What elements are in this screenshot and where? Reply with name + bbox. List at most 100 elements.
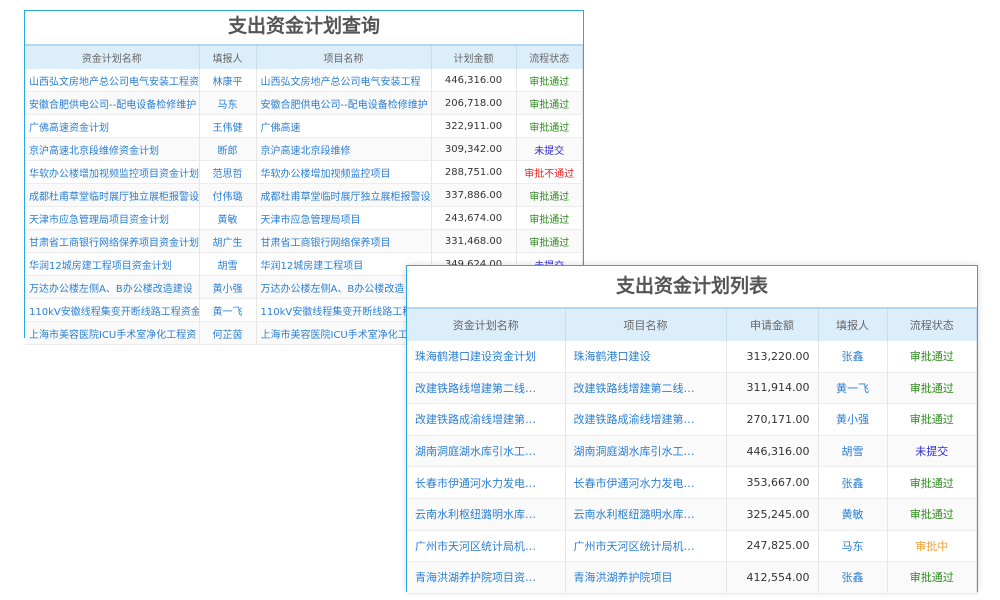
- list-table: 资金计划名称 项目名称 申请金额 填报人 流程状态 珠海鹤港口建设资金计划 珠海鹤港口建设…: [407, 307, 977, 594]
- plan-name-link[interactable]: 京沪高速北京段维修资金计划: [25, 137, 200, 161]
- reporter: 何芷茵: [199, 321, 257, 345]
- reporter: 王伟健: [199, 114, 257, 138]
- plan-name-link[interactable]: 广州市天河区统计局机…: [407, 530, 566, 563]
- status-badge: 审批通过: [516, 91, 583, 115]
- column-header[interactable]: 流程状态: [887, 307, 977, 341]
- plan-amount: 331,468.00: [431, 229, 517, 253]
- project-name-link[interactable]: 华润12城房建工程项目: [256, 252, 432, 276]
- column-header[interactable]: 填报人: [199, 44, 257, 69]
- plan-amount: 206,718.00: [431, 91, 517, 115]
- reporter: 黄小强: [199, 275, 257, 299]
- query-panel-title: 支出资金计划查询: [227, 15, 380, 37]
- project-name-link[interactable]: 上海市美容医院ICU手术室净化工程: [256, 321, 432, 345]
- project-name-link[interactable]: 京沪高速北京段维修: [256, 137, 432, 161]
- plan-name-link[interactable]: 上海市美容医院ICU手术室净化工程资: [25, 321, 200, 345]
- apply-amount: 270,171.00: [726, 403, 819, 436]
- plan-name-link[interactable]: 甘肃省工商银行网络保养项目资金计划: [25, 229, 200, 253]
- table-row[interactable]: 天津市应急管理局项目资金计划 黄敏 天津市应急管理局项目 243,674.00 审批通过: [25, 206, 583, 230]
- plan-name-link[interactable]: 天津市应急管理局项目资金计划: [25, 206, 200, 230]
- reporter: 张鑫: [818, 466, 888, 499]
- reporter: 黄小强: [818, 403, 888, 436]
- table-row[interactable]: 广佛高速资金计划 王伟健 广佛高速 322,911.00 审批通过: [25, 114, 583, 138]
- plan-name-link[interactable]: 湖南洞庭湖水库引水工…: [407, 435, 566, 468]
- plan-name-link[interactable]: 华软办公楼增加视频监控项目资金计划: [25, 160, 200, 184]
- column-header[interactable]: 申请金额: [726, 307, 819, 341]
- project-name-link[interactable]: 华软办公楼增加视频监控项目: [256, 160, 432, 184]
- project-name-link[interactable]: 天津市应急管理局项目: [256, 206, 432, 230]
- project-name-link[interactable]: 改建铁路线增建第二线…: [565, 372, 727, 405]
- status-badge: 审批通过: [516, 183, 583, 207]
- plan-name-link[interactable]: 长春市伊通河水力发电…: [407, 466, 566, 499]
- project-name-link[interactable]: 安徽合肥供电公司--配电设备检修维护: [256, 91, 432, 115]
- status-badge: 审批通过: [887, 561, 977, 594]
- project-name-link[interactable]: 甘肃省工商银行网络保养项目: [256, 229, 432, 253]
- status-badge: 审批中: [887, 530, 977, 563]
- table-row[interactable]: 广州市天河区统计局机… 广州市天河区统计局机… 247,825.00 马东 审批中: [407, 530, 977, 563]
- status-badge: 审批通过: [887, 498, 977, 531]
- column-header[interactable]: 资金计划名称: [407, 307, 566, 341]
- table-row[interactable]: 改建铁路成渝线增建第… 改建铁路成渝线增建第… 270,171.00 黄小强 审批通过: [407, 403, 977, 436]
- project-name-link[interactable]: 云南水利枢纽潞明水库…: [565, 498, 727, 531]
- column-header[interactable]: 资金计划名称: [25, 44, 200, 69]
- reporter: 胡雪: [818, 435, 888, 468]
- plan-name-link[interactable]: 安徽合肥供电公司--配电设备检修维护: [25, 91, 200, 115]
- project-name-link[interactable]: 110kV安徽线程集变开断线路工程: [256, 298, 432, 322]
- table-row[interactable]: 成都杜甫草堂临时展厅独立展柜报警设 付伟璐 成都杜甫草堂临时展厅独立展柜报警设 337…: [25, 183, 583, 207]
- plan-name-link[interactable]: 改建铁路线增建第二线…: [407, 372, 566, 405]
- reporter: 断郎: [199, 137, 257, 161]
- status-badge: 审批通过: [887, 403, 977, 436]
- project-name-link[interactable]: 青海洪湖养护院项目: [565, 561, 727, 594]
- plan-amount: 337,886.00: [431, 183, 517, 207]
- table-row[interactable]: 改建铁路线增建第二线… 改建铁路线增建第二线… 311,914.00 黄一飞 审批通过: [407, 372, 977, 405]
- project-name-link[interactable]: 万达办公楼左侧A、B办公楼改造: [256, 275, 432, 299]
- apply-amount: 446,316.00: [726, 435, 819, 468]
- project-name-link[interactable]: 珠海鹤港口建设: [565, 341, 727, 373]
- table-row[interactable]: 山西弘文房地产总公司电气安装工程资 林康平 山西弘文房地产总公司电气安装工程 446,…: [25, 69, 583, 92]
- reporter: 黄一飞: [199, 298, 257, 322]
- plan-name-link[interactable]: 云南水利枢纽潞明水库…: [407, 498, 566, 531]
- project-name-link[interactable]: 广州市天河区统计局机…: [565, 530, 727, 563]
- column-header[interactable]: 流程状态: [516, 44, 583, 69]
- table-row[interactable]: 湖南洞庭湖水库引水工… 湖南洞庭湖水库引水工… 446,316.00 胡雪 未提交: [407, 435, 977, 468]
- plan-amount: 309,342.00: [431, 137, 517, 161]
- reporter: 胡广生: [199, 229, 257, 253]
- list-panel-title: 支出资金计划列表: [615, 275, 768, 297]
- table-row[interactable]: 长春市伊通河水力发电… 长春市伊通河水力发电… 353,667.00 张鑫 审批通过: [407, 466, 977, 499]
- apply-amount: 311,914.00: [726, 372, 819, 405]
- table-row[interactable]: 京沪高速北京段维修资金计划 断郎 京沪高速北京段维修 309,342.00 未提交: [25, 137, 583, 161]
- table-row[interactable]: 珠海鹤港口建设资金计划 珠海鹤港口建设 313,220.00 张鑫 审批通过: [407, 341, 977, 373]
- column-header[interactable]: 项目名称: [565, 307, 727, 341]
- apply-amount: 325,245.00: [726, 498, 819, 531]
- status-badge: 未提交: [887, 435, 977, 468]
- project-name-link[interactable]: 改建铁路成渝线增建第…: [565, 403, 727, 436]
- reporter: 张鑫: [818, 561, 888, 594]
- reporter: 黄敏: [199, 206, 257, 230]
- query-table: 资金计划名称 填报人 项目名称 计划金额 流程状态 山西弘文房地产总公司电气安装工程资林…: [25, 44, 583, 345]
- plan-name-link[interactable]: 山西弘文房地产总公司电气安装工程资: [25, 69, 200, 92]
- project-name-link[interactable]: 山西弘文房地产总公司电气安装工程: [256, 69, 432, 92]
- plan-name-link[interactable]: 珠海鹤港口建设资金计划: [407, 341, 566, 373]
- plan-name-link[interactable]: 万达办公楼左侧A、B办公楼改造建设: [25, 275, 200, 299]
- plan-name-link[interactable]: 成都杜甫草堂临时展厅独立展柜报警设: [25, 183, 200, 207]
- status-badge: 审批通过: [887, 341, 977, 373]
- column-header[interactable]: 计划金额: [431, 44, 517, 69]
- project-name-link[interactable]: 长春市伊通河水力发电…: [565, 466, 727, 499]
- table-row[interactable]: 安徽合肥供电公司--配电设备检修维护 马东 安徽合肥供电公司--配电设备检修维护 20…: [25, 91, 583, 115]
- project-name-link[interactable]: 广佛高速: [256, 114, 432, 138]
- project-name-link[interactable]: 湖南洞庭湖水库引水工…: [565, 435, 727, 468]
- table-row[interactable]: 云南水利枢纽潞明水库… 云南水利枢纽潞明水库… 325,245.00 黄敏 审批通过: [407, 498, 977, 531]
- table-row[interactable]: 华软办公楼增加视频监控项目资金计划 范思哲 华软办公楼增加视频监控项目 288,751…: [25, 160, 583, 184]
- status-badge: 审批通过: [516, 229, 583, 253]
- column-header[interactable]: 填报人: [818, 307, 888, 341]
- column-header[interactable]: 项目名称: [256, 44, 432, 69]
- plan-name-link[interactable]: 改建铁路成渝线增建第…: [407, 403, 566, 436]
- reporter: 范思哲: [199, 160, 257, 184]
- plan-name-link[interactable]: 青海洪湖养护院项目资…: [407, 561, 566, 594]
- plan-name-link[interactable]: 华润12城房建工程项目资金计划: [25, 252, 200, 276]
- table-row[interactable]: 甘肃省工商银行网络保养项目资金计划 胡广生 甘肃省工商银行网络保养项目 331,468…: [25, 229, 583, 253]
- plan-amount: 243,674.00: [431, 206, 517, 230]
- table-row[interactable]: 青海洪湖养护院项目资… 青海洪湖养护院项目 412,554.00 张鑫 审批通过: [407, 561, 977, 594]
- plan-name-link[interactable]: 广佛高速资金计划: [25, 114, 200, 138]
- plan-name-link[interactable]: 110kV安徽线程集变开断线路工程资金: [25, 298, 200, 322]
- project-name-link[interactable]: 成都杜甫草堂临时展厅独立展柜报警设: [256, 183, 432, 207]
